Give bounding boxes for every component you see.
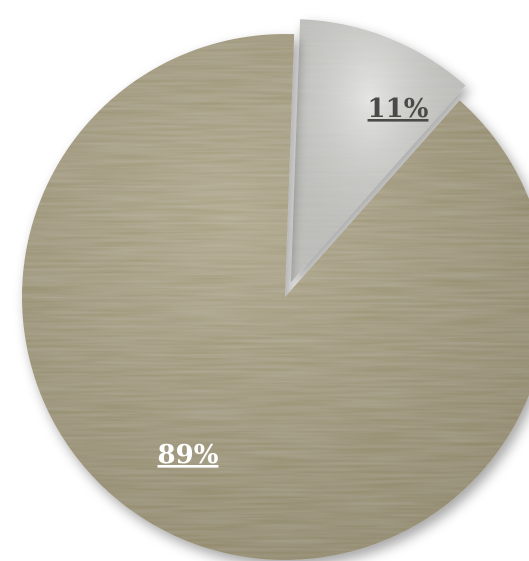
pie-slice-label: 11% — [368, 94, 429, 124]
pie-slice-label: 89% — [158, 440, 219, 470]
pie-slice-89 — [22, 34, 529, 560]
pie-slice-11 — [290, 19, 466, 283]
